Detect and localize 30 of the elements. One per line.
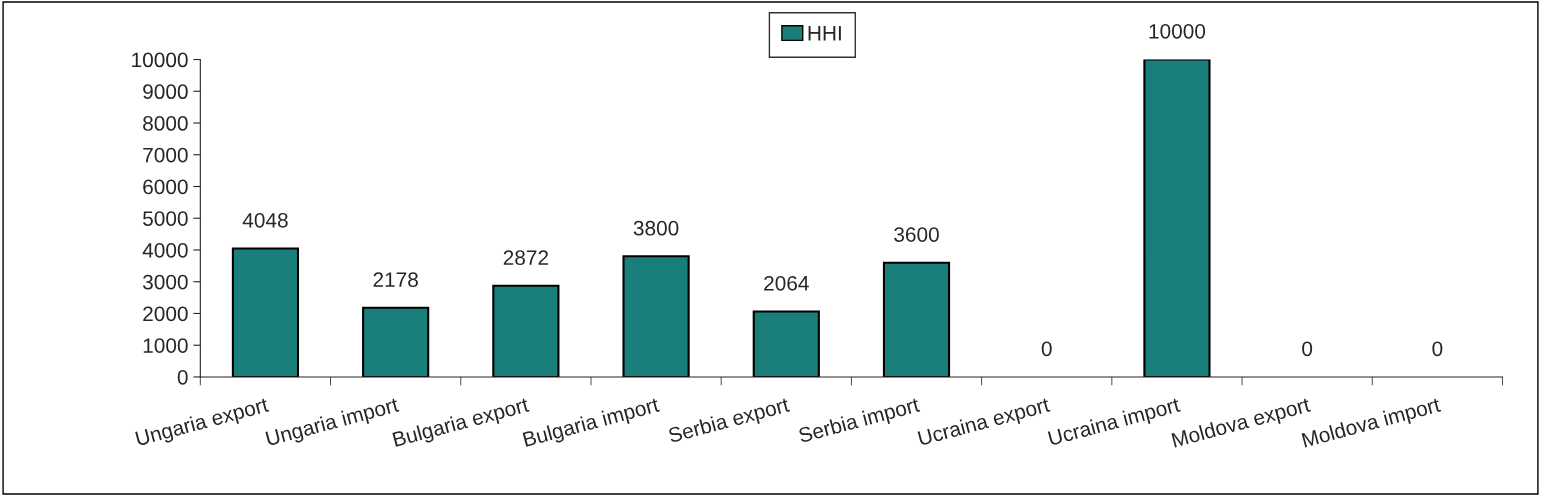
y-tick-label: 3000 xyxy=(142,274,188,290)
y-tick-label: 2000 xyxy=(143,306,188,322)
y-tick-label: 7000 xyxy=(143,147,188,163)
x-tick-label: Serbia export xyxy=(667,396,792,447)
data-label: 2872 xyxy=(503,250,548,266)
bar xyxy=(1143,59,1211,377)
y-tick-label: 10000 xyxy=(132,52,188,68)
bar xyxy=(752,310,820,377)
data-label: 0 xyxy=(1041,341,1052,357)
y-tick-label: 9000 xyxy=(143,84,188,100)
data-label: 4048 xyxy=(242,212,288,228)
data-label: 0 xyxy=(1302,341,1313,357)
bar xyxy=(882,261,951,377)
data-label: 3800 xyxy=(633,220,679,236)
y-tick-label: 4000 xyxy=(142,242,188,258)
data-label: 0 xyxy=(1432,341,1443,357)
data-label: 2178 xyxy=(373,272,418,288)
data-label: 2064 xyxy=(764,275,809,291)
y-tick-label: 8000 xyxy=(143,116,188,131)
data-label: 3600 xyxy=(894,227,939,242)
y-tick-label: 6000 xyxy=(143,179,188,195)
bar xyxy=(231,247,300,377)
bar xyxy=(362,306,430,377)
data-label: 10000 xyxy=(1149,23,1206,39)
y-tick-label: 5000 xyxy=(143,211,188,226)
bar xyxy=(492,284,560,377)
y-tick-label: 0 xyxy=(177,369,188,385)
legend-label: HHI xyxy=(808,26,841,41)
y-tick-label: 1000 xyxy=(143,338,188,353)
bar xyxy=(622,255,690,377)
